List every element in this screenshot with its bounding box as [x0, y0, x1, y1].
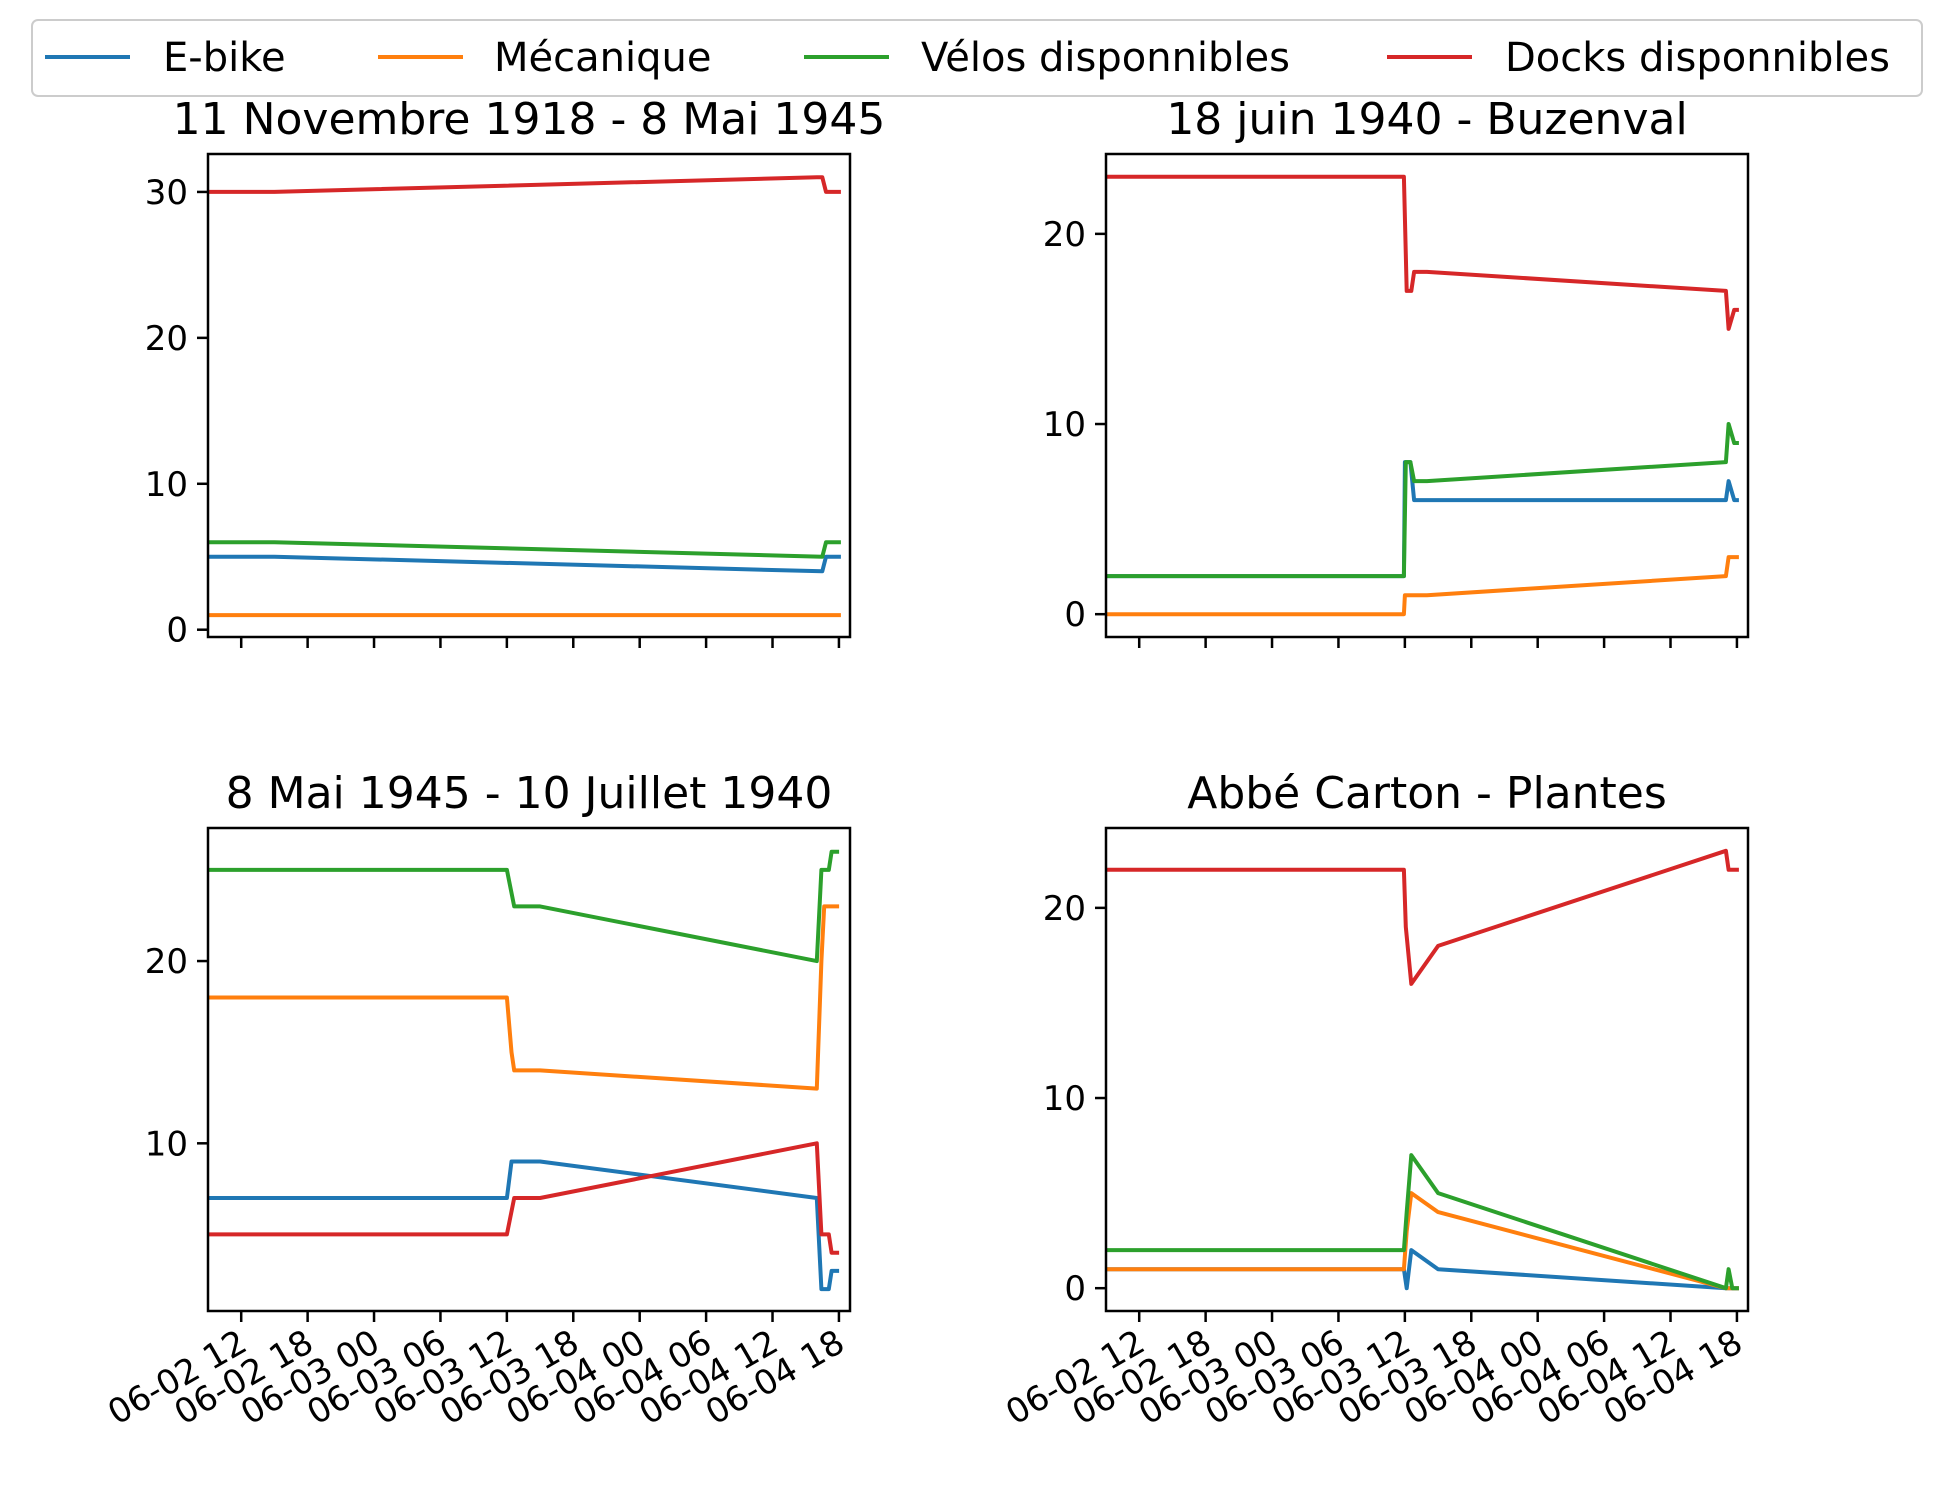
- chart-title: 8 Mai 1945 - 10 Juillet 1940: [226, 768, 833, 819]
- legend-label-docks: Docks disponnibles: [1505, 35, 1890, 81]
- axes-frame: [1104, 826, 1750, 1313]
- chart-title: 18 juin 1940 - Buzenval: [1166, 94, 1687, 145]
- y-tick-label: 0: [1064, 595, 1086, 635]
- y-tick-label: 20: [145, 319, 188, 359]
- axes-frame: [1104, 152, 1750, 639]
- series-line-mecanique: [208, 904, 840, 1091]
- series-line-velos: [1106, 422, 1739, 579]
- chart-title: 11 Novembre 1918 - 8 Mai 1945: [173, 94, 886, 145]
- series-line-e-bike: [208, 554, 841, 574]
- legend-label-e-bike: E-bike: [163, 35, 286, 81]
- y-tick-label: 10: [1043, 405, 1086, 445]
- series-line-docks: [1106, 848, 1739, 986]
- panels: 11 Novembre 1918 - 8 Mai 1945 0 10 20 30 18 j…: [101, 94, 1749, 1433]
- axes-frame: [206, 826, 852, 1313]
- y-tick-label: 20: [1043, 889, 1086, 929]
- y-tick-label: 0: [166, 611, 188, 651]
- series-line-velos: [208, 540, 841, 559]
- chart-panel-2: 18 juin 1940 - Buzenval 0 10 20: [1043, 94, 1750, 648]
- chart-title: Abbé Carton - Plantes: [1187, 768, 1667, 819]
- axes-frame: [206, 152, 852, 639]
- y-tick-label: 10: [145, 1124, 188, 1164]
- legend: E-bike Mécanique Vélos disponnibles Dock…: [31, 19, 1923, 97]
- y-tick-label: 20: [145, 942, 188, 982]
- chart-panel-1: 11 Novembre 1918 - 8 Mai 1945 0 10 20 30: [145, 94, 886, 651]
- y-tick-label: 10: [1043, 1079, 1086, 1119]
- legend-label-mecanique: Mécanique: [494, 35, 711, 81]
- legend-label-velos: Vélos disponnibles: [921, 35, 1290, 81]
- y-tick-label: 0: [1064, 1269, 1086, 1309]
- series-line-mecanique: [1106, 555, 1739, 617]
- series-line-velos: [1106, 1153, 1739, 1291]
- series-line-mecanique: [1106, 1191, 1739, 1291]
- series-line-docks: [1106, 174, 1739, 331]
- y-tick-label: 30: [145, 173, 188, 213]
- legend-frame: [31, 19, 1923, 97]
- series-line-e-bike: [208, 1159, 840, 1292]
- series-line-docks: [208, 1141, 840, 1255]
- y-tick-label: 10: [145, 465, 188, 505]
- series-line-docks: [208, 175, 841, 194]
- y-tick-label: 20: [1043, 215, 1086, 255]
- series-line-velos: [208, 849, 840, 964]
